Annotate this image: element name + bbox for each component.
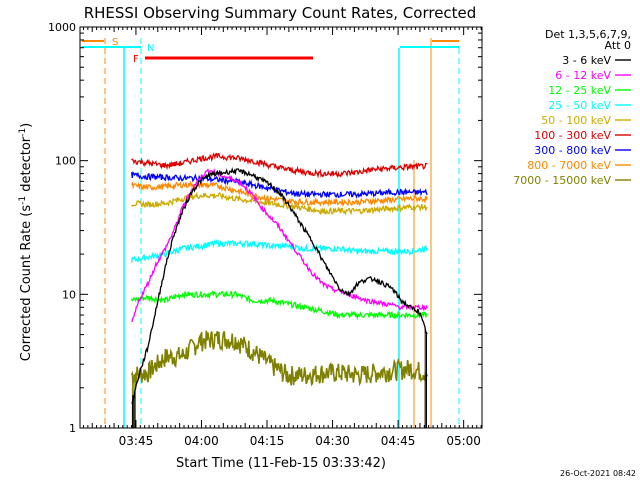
- axes-layer: 1 10 100 1000 03:45 04:00 04:15 04:30 04:45 05:00: [48, 21, 483, 448]
- x-axis-label: Start Time (11-Feb-15 03:33:42): [176, 456, 386, 471]
- footer-date: 26-Oct-2021 08:42: [560, 469, 636, 478]
- annotation-label-s: S: [112, 37, 118, 48]
- series-line-8: [130, 330, 429, 387]
- y-tick-label: 1: [69, 422, 76, 435]
- series-line-5: [131, 152, 428, 179]
- series-line-7: [131, 180, 428, 208]
- legend-label: 800 - 7000 keV: [527, 159, 611, 172]
- chart-title: RHESSI Observing Summary Count Rates, Co…: [84, 4, 477, 22]
- x-tick-label: 04:00: [184, 434, 219, 448]
- series-line-2: [130, 290, 428, 321]
- series-line-3: [130, 238, 428, 263]
- x-tick-label: 03:45: [119, 434, 154, 448]
- legend-label: 3 - 6 keV: [562, 54, 611, 67]
- legend-label: 7000 - 15000 keV: [513, 174, 611, 187]
- series-line-0: [131, 167, 428, 405]
- legend-header: Att 0: [605, 39, 631, 52]
- legend: Det 1,3,5,6,7,9,Att 0 3 - 6 keV 6 - 12 keV…: [513, 28, 631, 187]
- y-tick-label: 100: [55, 155, 76, 168]
- annotation-label-f: F: [133, 54, 139, 65]
- legend-label: 6 - 12 keV: [555, 69, 611, 82]
- legend-label: 50 - 100 keV: [541, 114, 611, 127]
- y-axis-label: Corrected Count Rate (s-1 detector-1): [18, 123, 34, 361]
- legend-label: 25 - 50 keV: [548, 99, 611, 112]
- y-tick-label: 10: [62, 288, 76, 301]
- legend-label: 100 - 300 keV: [534, 129, 611, 142]
- plot-frame: [79, 26, 483, 429]
- y-tick-label: 1000: [48, 21, 76, 34]
- legend-label: 300 - 800 keV: [534, 144, 611, 157]
- series-line-6: [130, 171, 428, 199]
- x-tick-label: 04:45: [381, 434, 416, 448]
- legend-header: Det 1,3,5,6,7,9,: [545, 28, 631, 41]
- series-line-1: [131, 168, 428, 323]
- x-tick-label: 04:30: [315, 434, 350, 448]
- annotation-label-n: N: [147, 43, 154, 54]
- data-layer: S NF: [82, 37, 460, 428]
- series-line-4: [131, 191, 428, 216]
- x-tick-label: 04:15: [250, 434, 285, 448]
- legend-label: 12 - 25 keV: [548, 84, 611, 97]
- x-tick-label: 05:00: [446, 434, 481, 448]
